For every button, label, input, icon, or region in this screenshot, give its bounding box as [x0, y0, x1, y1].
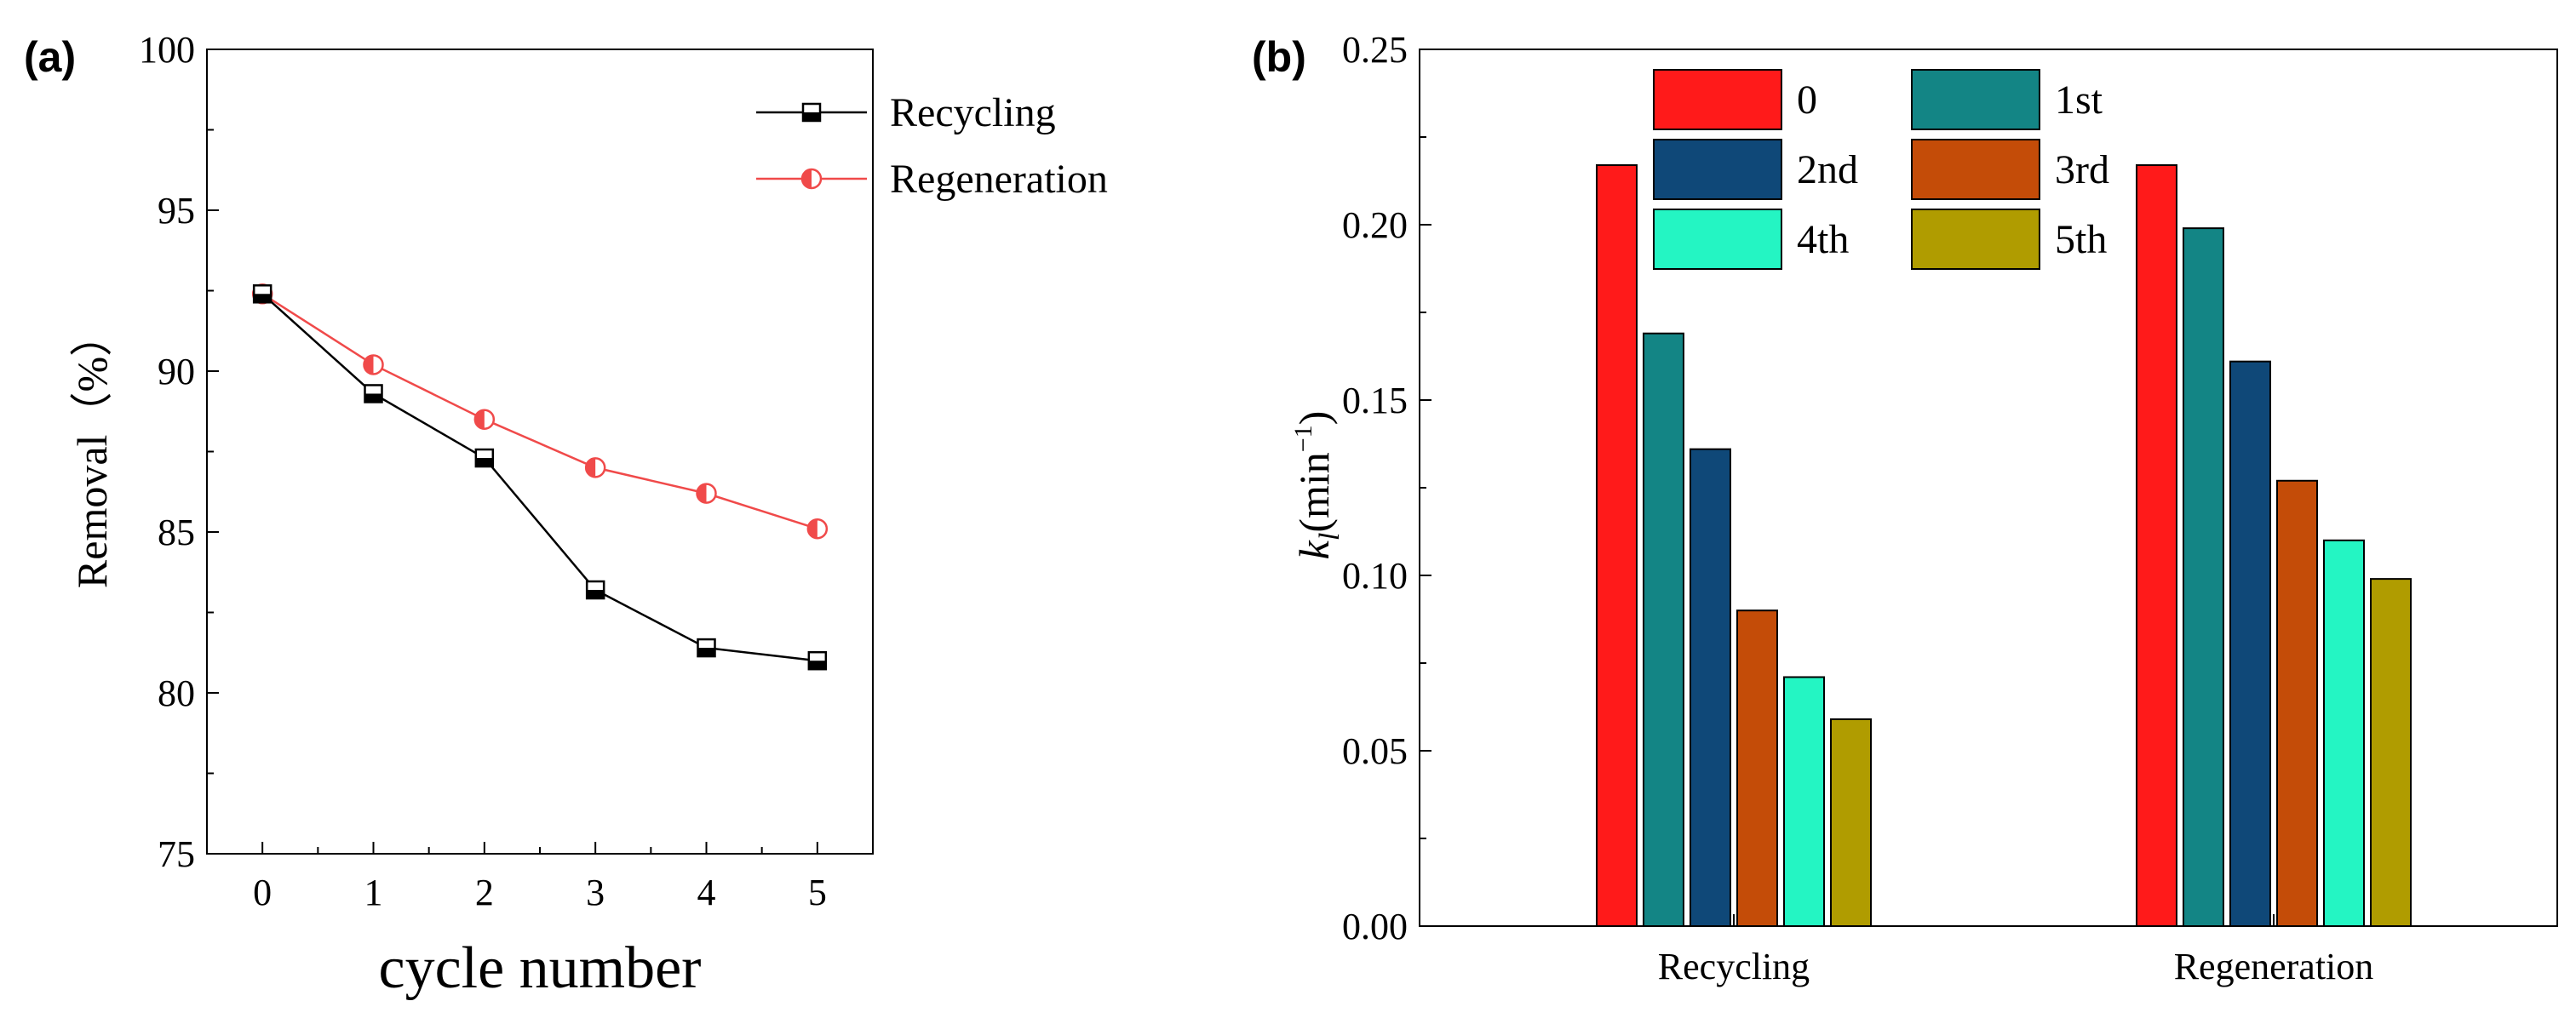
panel-a-ticks: 75 80 85 90 95 100 0 1 2 3 4 5: [139, 29, 827, 913]
panel-a-series-markers: [251, 283, 829, 671]
y-tick-label: 0.10: [1342, 555, 1408, 597]
x-category-label: Recycling: [1658, 946, 1810, 987]
panel-a-line-chart: (a) 75 80 85 90 95 100 0 1 2 3 4 5 Recycling Regene…: [24, 29, 1108, 1001]
bar-recycling-4th: [1783, 676, 1825, 927]
series-line-recycling: [261, 293, 818, 662]
legend-swatch-1st: [1911, 69, 2040, 130]
legend-label-4th: 4th: [1797, 217, 1849, 262]
bar-recycling-1st: [1643, 332, 1684, 928]
legend-marker-recycling: [801, 102, 822, 123]
bar-regeneration-0: [2136, 163, 2177, 927]
legend-swatch-2nd: [1653, 139, 1782, 200]
bar-regeneration-5th: [2370, 578, 2412, 927]
y-tick-label: 90: [158, 351, 195, 392]
point-recycling-fill: [697, 648, 715, 657]
y-tick-label: 0.20: [1342, 204, 1408, 246]
y-tick-label: 0.00: [1342, 906, 1408, 947]
point-regeneration-fill: [586, 458, 596, 478]
panel-a-plot-frame: [206, 49, 874, 855]
legend-swatch-5th: [1911, 209, 2040, 270]
legend-swatch-4th: [1653, 209, 1782, 270]
y-tick-label: 0.25: [1342, 29, 1408, 71]
legend-swatch-3rd: [1911, 139, 2040, 200]
panel-b-label: (b): [1252, 33, 1306, 81]
y-tick-label: 0.05: [1342, 730, 1408, 772]
legend-label-5th: 5th: [2055, 217, 2107, 262]
point-recycling-fill: [475, 458, 493, 467]
x-tick-label: 0: [253, 872, 272, 913]
x-tick-label: 4: [697, 872, 716, 913]
bar-recycling-2nd: [1690, 448, 1731, 927]
legend-marker-circle-fill: [802, 169, 812, 188]
legend-label-3rd: 3rd: [2055, 147, 2109, 192]
y-tick-label: 85: [158, 512, 195, 553]
panel-b-bars: [1596, 163, 2412, 928]
point-regeneration-fill: [364, 355, 374, 375]
bar-regeneration-3rd: [2276, 479, 2318, 927]
series-line-regeneration: [261, 293, 818, 530]
panel-a-series-lines: [261, 293, 818, 662]
x-tick-label: 5: [808, 872, 827, 913]
y-tick-label: 80: [158, 672, 195, 714]
point-recycling-fill: [364, 393, 382, 403]
point-recycling-fill: [808, 661, 826, 670]
bar-recycling-5th: [1830, 718, 1872, 927]
point-recycling-fill: [254, 294, 272, 303]
y-tick-label: 95: [158, 190, 195, 232]
x-tick-label: 3: [586, 872, 605, 913]
y-tick-label: 75: [158, 833, 195, 875]
legend-marker-regeneration: [800, 168, 823, 190]
x-category-label: Regeneration: [2174, 946, 2374, 987]
point-recycling-fill: [587, 590, 605, 599]
panel-a-x-axis-title: cycle number: [379, 935, 702, 1001]
panel-b-y-axis-title: kl(min−1): [1289, 411, 1345, 560]
legend-swatch-0: [1653, 69, 1782, 130]
y-tick-label: 100: [139, 29, 195, 71]
bar-regeneration-1st: [2183, 227, 2224, 927]
legend-marker-square-fill: [803, 112, 820, 121]
panel-a-y-axis-title: Removal（%）: [68, 314, 116, 588]
point-regeneration-fill: [807, 519, 818, 539]
bar-recycling-0: [1596, 163, 1638, 927]
panel-b-ticks: 0.00 0.05 0.10 0.15 0.20 0.25 Recycling Regener…: [1342, 29, 2373, 987]
legend-label-0: 0: [1797, 77, 1817, 123]
legend-label-regeneration: Regeneration: [890, 157, 1108, 202]
legend-label-2nd: 2nd: [1797, 147, 1858, 192]
point-regeneration-fill: [697, 483, 707, 503]
y-tick-label: 0.15: [1342, 380, 1408, 421]
point-regeneration-fill: [474, 409, 485, 429]
panel-a-legend: Recycling Regeneration: [756, 90, 1108, 202]
panel-a-label: (a): [24, 33, 76, 81]
bar-regeneration-2nd: [2229, 360, 2271, 927]
legend-label-1st: 1st: [2055, 77, 2103, 123]
panel-b-bar-chart: (b) 0.00 0.05 0.10 0.15 0.20 0.25 Recycling Reg…: [1252, 29, 2558, 987]
x-tick-label: 1: [364, 872, 383, 913]
bar-recycling-3rd: [1736, 609, 1778, 927]
x-tick-label: 2: [475, 872, 494, 913]
bar-regeneration-4th: [2323, 539, 2365, 927]
legend-label-recycling: Recycling: [890, 90, 1056, 135]
panel-b-legend: 0 1st 2nd 3rd 4th 5th: [1653, 69, 2109, 270]
